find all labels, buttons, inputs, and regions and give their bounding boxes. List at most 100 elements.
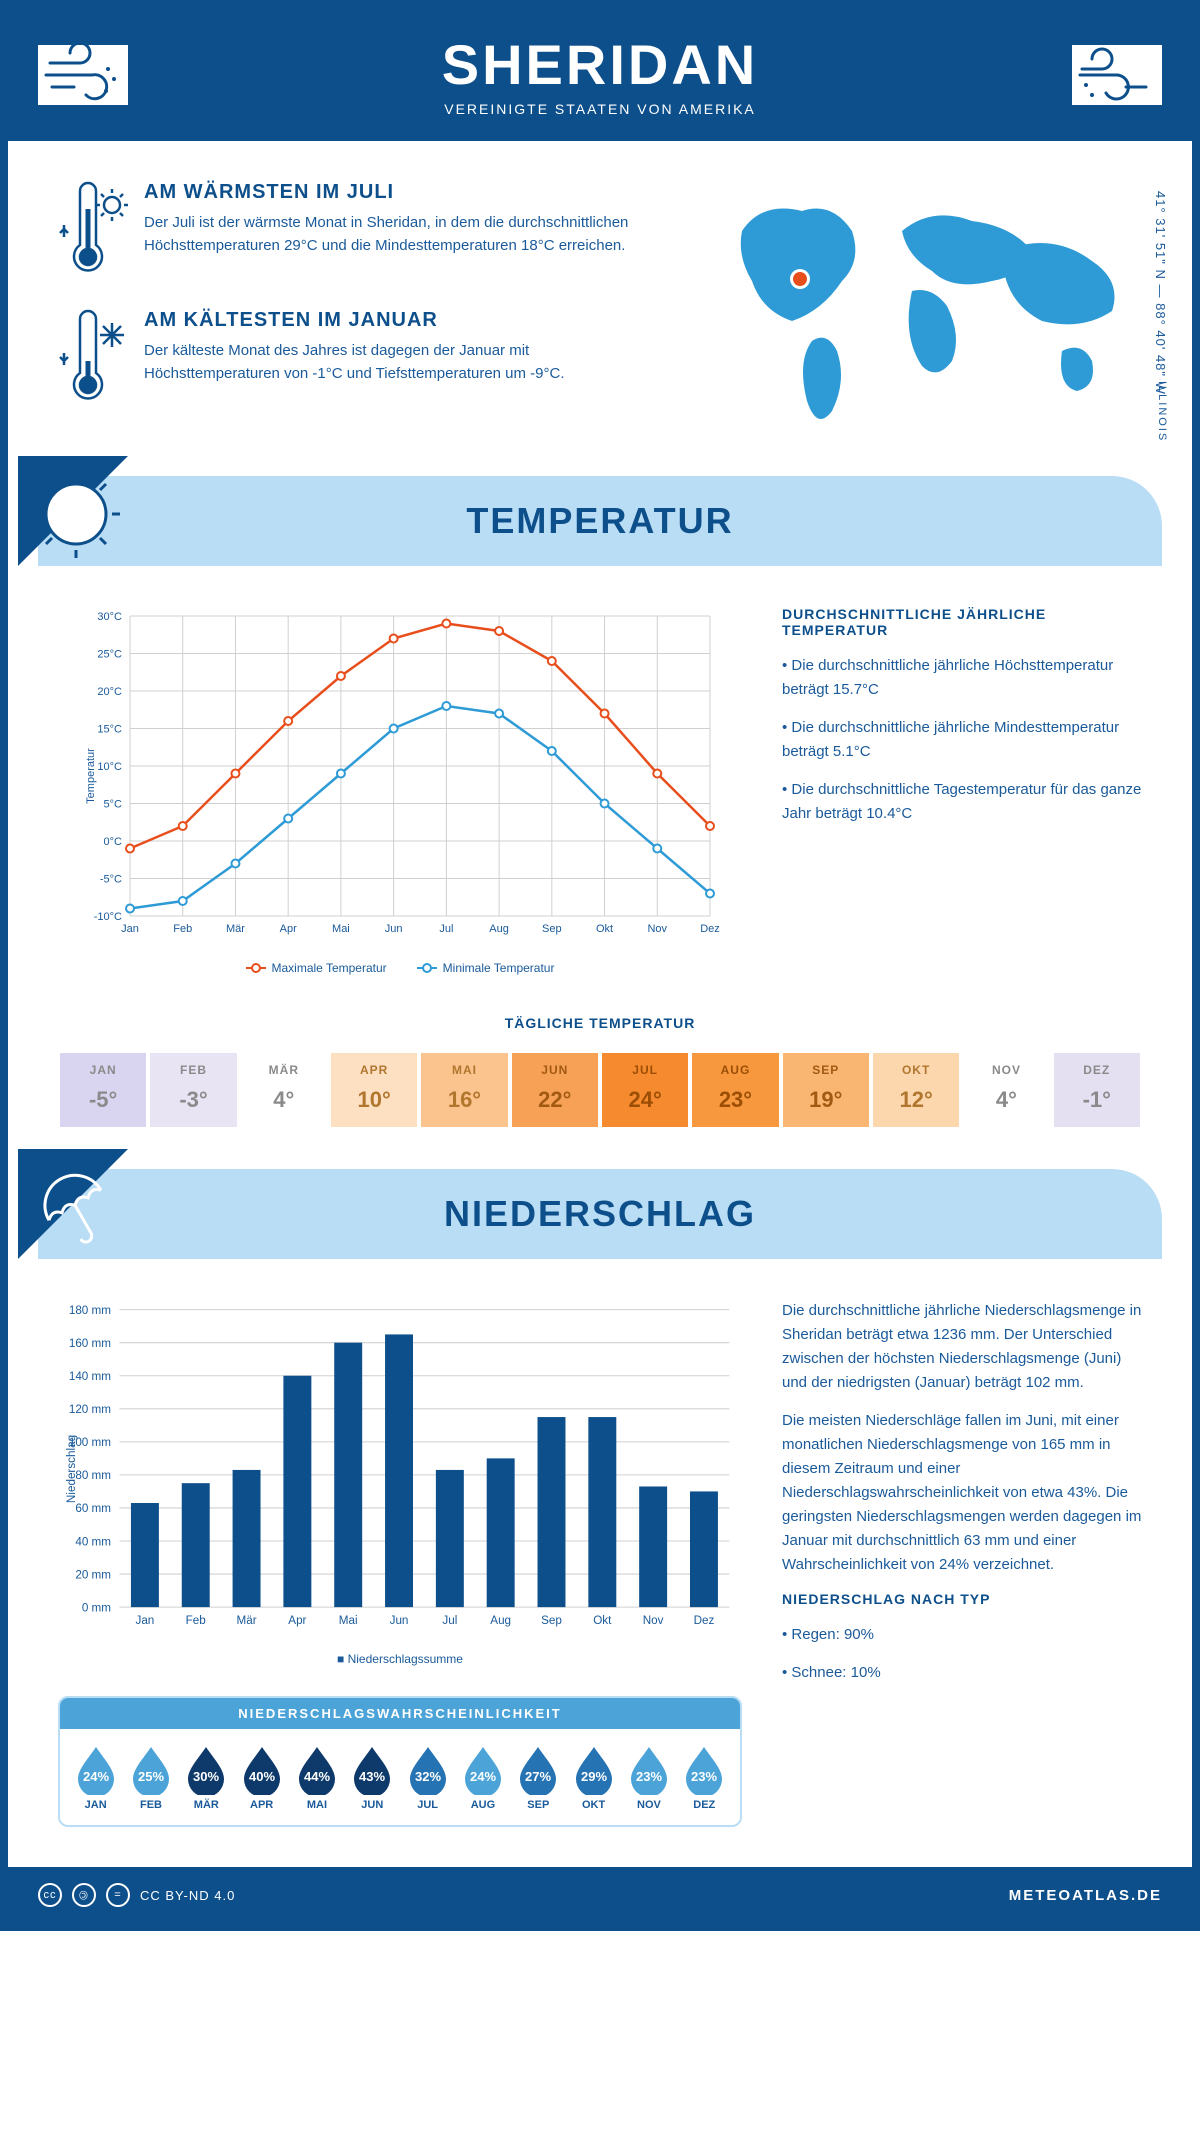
svg-text:23%: 23%: [691, 1769, 717, 1784]
svg-text:Dez: Dez: [700, 923, 720, 935]
probability-drop: 29% OKT: [569, 1743, 619, 1811]
precip-snow: • Schnee: 10%: [782, 1661, 1142, 1685]
top-section: AM WÄRMSTEN IM JULI Der Juli ist der wär…: [8, 141, 1192, 476]
precip-type-title: NIEDERSCHLAG NACH TYP: [782, 1591, 1142, 1607]
svg-text:20 mm: 20 mm: [75, 1568, 111, 1581]
probability-drop: 30% MÄR: [181, 1743, 231, 1811]
map-svg: [702, 181, 1142, 441]
svg-text:-10°C: -10°C: [94, 911, 122, 923]
world-map: 41° 31' 51" N — 88° 40' 48" W ILLINOIS: [702, 181, 1142, 446]
precip-legend: ■ Niederschlagssumme: [58, 1652, 742, 1666]
legend-min-label: Minimale Temperatur: [443, 961, 555, 975]
precip-rain: • Regen: 90%: [782, 1623, 1142, 1647]
wind-icon: [1072, 45, 1162, 105]
svg-text:Aug: Aug: [490, 1614, 511, 1627]
temperature-legend: Maximale Temperatur Minimale Temperatur: [58, 961, 742, 975]
svg-text:Mär: Mär: [237, 1614, 257, 1627]
probability-drop: 25% FEB: [126, 1743, 176, 1811]
temp-bullet-1: • Die durchschnittliche jährliche Höchst…: [782, 654, 1142, 702]
svg-text:0°C: 0°C: [104, 836, 123, 848]
temp-sidebar-title: DURCHSCHNITTLICHE JÄHRLICHE TEMPERATUR: [782, 606, 1142, 638]
svg-text:0 mm: 0 mm: [82, 1601, 111, 1614]
svg-text:180 mm: 180 mm: [69, 1304, 111, 1317]
svg-text:40%: 40%: [249, 1769, 275, 1784]
svg-text:10°C: 10°C: [97, 761, 122, 773]
svg-text:Mai: Mai: [339, 1614, 358, 1627]
svg-text:25%: 25%: [138, 1769, 164, 1784]
svg-text:-5°C: -5°C: [100, 874, 122, 886]
temperature-sidebar: DURCHSCHNITTLICHE JÄHRLICHE TEMPERATUR •…: [782, 606, 1142, 975]
svg-text:60 mm: 60 mm: [75, 1502, 111, 1515]
daily-cell: JUN22°: [510, 1051, 600, 1129]
header: SHERIDAN VEREINIGTE STAATEN VON AMERIKA: [8, 8, 1192, 141]
page-subtitle: VEREINIGTE STAATEN VON AMERIKA: [442, 101, 758, 117]
temperature-banner: TEMPERATUR: [38, 476, 1162, 566]
license-text: CC BY-ND 4.0: [140, 1888, 235, 1903]
svg-text:Nov: Nov: [643, 1614, 664, 1627]
svg-text:5°C: 5°C: [104, 799, 123, 811]
temp-bullet-3: • Die durchschnittliche Tagestemperatur …: [782, 778, 1142, 826]
coldest-title: AM KÄLTESTEN IM JANUAR: [144, 309, 662, 332]
svg-text:44%: 44%: [304, 1769, 330, 1784]
daily-cell: MÄR4°: [239, 1051, 329, 1129]
temperature-line-chart: -10°C-5°C0°C5°C10°C15°C20°C25°C30°CJanFe…: [58, 606, 742, 946]
probability-box: NIEDERSCHLAGSWAHRSCHEINLICHKEIT 24% JAN …: [58, 1696, 742, 1827]
svg-text:Jul: Jul: [442, 1614, 457, 1627]
legend-max-label: Maximale Temperatur: [272, 961, 387, 975]
coldest-fact: AM KÄLTESTEN IM JANUAR Der kälteste Mona…: [58, 309, 662, 409]
svg-text:29%: 29%: [581, 1769, 607, 1784]
nd-icon: =: [106, 1883, 130, 1907]
precipitation-sidebar: Die durchschnittliche jährliche Niedersc…: [782, 1299, 1142, 1827]
probability-drop: 23% DEZ: [679, 1743, 729, 1811]
daily-cell: FEB-3°: [148, 1051, 238, 1129]
daily-title: TÄGLICHE TEMPERATUR: [58, 1015, 1142, 1031]
daily-strip: JAN-5°FEB-3°MÄR4°APR10°MAI16°JUN22°JUL24…: [58, 1051, 1142, 1129]
state-label: ILLINOIS: [1156, 381, 1168, 442]
precip-text-1: Die durchschnittliche jährliche Niedersc…: [782, 1299, 1142, 1395]
svg-text:30°C: 30°C: [97, 611, 122, 623]
svg-text:140 mm: 140 mm: [69, 1370, 111, 1383]
thermometer-cold-icon: [58, 309, 128, 409]
probability-title: NIEDERSCHLAGSWAHRSCHEINLICHKEIT: [60, 1698, 740, 1729]
footer: cc 🄯 = CC BY-ND 4.0 METEOATLAS.DE: [8, 1867, 1192, 1923]
temperature-chart-section: -10°C-5°C0°C5°C10°C15°C20°C25°C30°CJanFe…: [8, 566, 1192, 1015]
svg-text:Jun: Jun: [390, 1614, 409, 1627]
svg-text:Temperatur: Temperatur: [85, 748, 97, 804]
svg-text:Jan: Jan: [121, 923, 139, 935]
umbrella-icon: [18, 1149, 158, 1289]
warmest-text: Der Juli ist der wärmste Monat in Sherid…: [144, 212, 662, 257]
daily-cell: SEP19°: [781, 1051, 871, 1129]
svg-text:15°C: 15°C: [97, 724, 122, 736]
svg-text:24%: 24%: [83, 1769, 109, 1784]
warmest-fact: AM WÄRMSTEN IM JULI Der Juli ist der wär…: [58, 181, 662, 281]
svg-text:Jan: Jan: [135, 1614, 154, 1627]
svg-text:Jul: Jul: [439, 923, 453, 935]
svg-text:Niederschlag: Niederschlag: [65, 1435, 78, 1503]
cc-icon: cc: [38, 1883, 62, 1907]
coordinates: 41° 31' 51" N — 88° 40' 48" W: [1153, 191, 1168, 395]
svg-text:160 mm: 160 mm: [69, 1337, 111, 1350]
warmest-title: AM WÄRMSTEN IM JULI: [144, 181, 662, 204]
svg-text:40 mm: 40 mm: [75, 1535, 111, 1548]
svg-text:20°C: 20°C: [97, 686, 122, 698]
svg-text:80 mm: 80 mm: [75, 1469, 111, 1482]
sun-icon: [18, 456, 158, 596]
thermometer-hot-icon: [58, 181, 128, 281]
svg-text:Okt: Okt: [593, 1614, 612, 1627]
probability-drop: 44% MAI: [292, 1743, 342, 1811]
daily-cell: AUG23°: [690, 1051, 780, 1129]
probability-drop: 24% AUG: [458, 1743, 508, 1811]
svg-text:Dez: Dez: [694, 1614, 715, 1627]
infographic-page: SHERIDAN VEREINIGTE STAATEN VON AMERIKA: [0, 0, 1200, 1931]
svg-text:Apr: Apr: [280, 923, 297, 935]
site-name: METEOATLAS.DE: [1009, 1887, 1162, 1904]
daily-cell: JAN-5°: [58, 1051, 148, 1129]
precip-text-2: Die meisten Niederschläge fallen im Juni…: [782, 1409, 1142, 1577]
daily-cell: APR10°: [329, 1051, 419, 1129]
probability-drop: 24% JAN: [71, 1743, 121, 1811]
daily-cell: DEZ-1°: [1052, 1051, 1142, 1129]
svg-text:Feb: Feb: [173, 923, 192, 935]
daily-temperature-section: TÄGLICHE TEMPERATUR JAN-5°FEB-3°MÄR4°APR…: [8, 1015, 1192, 1169]
location-marker: [793, 272, 807, 286]
probability-drop: 27% SEP: [513, 1743, 563, 1811]
